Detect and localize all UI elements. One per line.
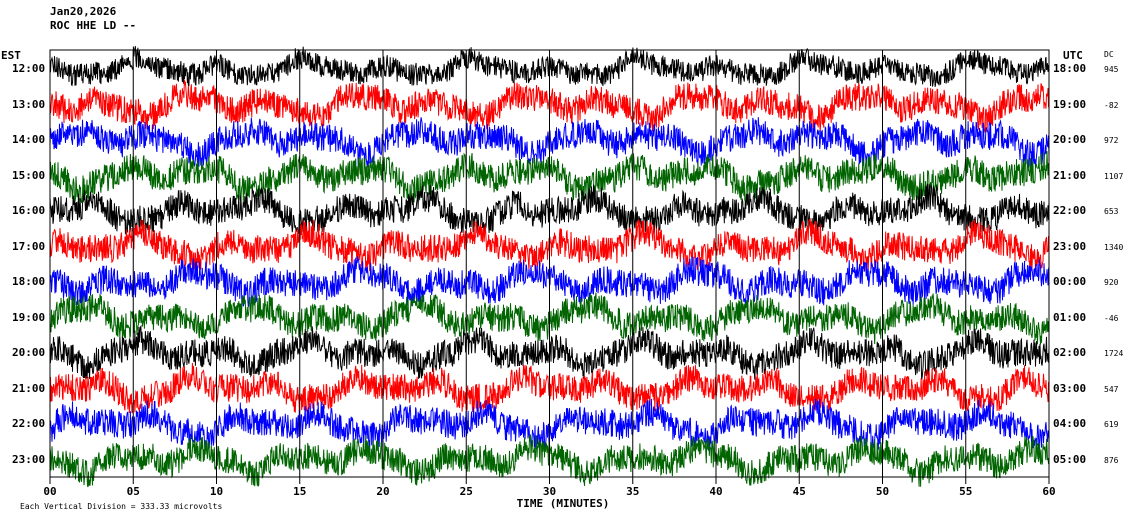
x-tick-label: 30 (542, 485, 557, 498)
dc-value: 1340 (1104, 242, 1124, 252)
est-hour-label: 21:00 (12, 381, 46, 395)
dc-value: 1107 (1104, 171, 1124, 181)
x-tick-label: 40 (709, 485, 723, 498)
station-label: ROC HHE LD -- (50, 19, 137, 32)
est-hour-label: 22:00 (12, 417, 46, 430)
x-tick-label: 55 (959, 485, 973, 498)
utc-hour-label: 03:00 (1053, 381, 1087, 395)
x-tick-label: 45 (792, 485, 806, 498)
est-hour-label: 17:00 (12, 239, 46, 253)
est-hour-label: 14:00 (12, 133, 46, 146)
est-hour-label: 20:00 (12, 346, 46, 359)
utc-hour-label: 00:00 (1053, 275, 1087, 288)
est-hour-label: 19:00 (12, 310, 46, 324)
utc-hour-label: 23:00 (1053, 239, 1087, 253)
dc-header-label: DC (1104, 50, 1114, 59)
date-label: Jan20,2026 (50, 5, 117, 18)
x-tick-label: 00 (43, 485, 57, 498)
utc-hour-label: 01:00 (1053, 310, 1087, 324)
est-hour-label: 12:00 (12, 62, 46, 75)
dc-value: -46 (1104, 313, 1119, 323)
x-tick-label: 60 (1042, 485, 1056, 498)
dc-value: 920 (1104, 278, 1119, 287)
x-tick-label: 50 (875, 485, 890, 498)
utc-hour-label: 19:00 (1053, 97, 1087, 111)
utc-axis-label: UTC (1063, 49, 1083, 62)
dc-value: 945 (1104, 65, 1119, 74)
est-hour-label: 18:00 (12, 275, 46, 288)
dc-value: -82 (1104, 100, 1119, 110)
dc-value: 619 (1104, 420, 1119, 429)
dc-value: 876 (1104, 455, 1119, 465)
est-hour-label: 13:00 (12, 97, 46, 111)
x-axis-label: TIME (MINUTES) (516, 497, 610, 510)
x-tick-label: 20 (376, 485, 390, 498)
scale-note: Each Vertical Division = 333.33 microvol… (20, 502, 223, 511)
dc-value: 972 (1104, 136, 1119, 145)
est-hour-label: 15:00 (12, 168, 46, 182)
est-hour-label: 16:00 (12, 204, 46, 217)
utc-hour-label: 05:00 (1053, 452, 1087, 466)
est-axis-label: EST (1, 49, 21, 62)
x-tick-label: 10 (209, 485, 224, 498)
utc-hour-label: 20:00 (1053, 133, 1087, 146)
dc-value: 1724 (1104, 349, 1124, 358)
utc-hour-label: 21:00 (1053, 168, 1087, 182)
utc-hour-label: 22:00 (1053, 204, 1087, 217)
grid-group (49, 49, 1050, 484)
dc-value: 653 (1104, 207, 1119, 216)
x-tick-label: 35 (626, 485, 640, 498)
x-tick-label: 25 (459, 485, 473, 498)
x-tick-label: 05 (126, 485, 140, 498)
utc-hour-label: 02:00 (1053, 346, 1087, 359)
utc-hour-label: 18:00 (1053, 62, 1087, 75)
utc-hour-label: 04:00 (1053, 417, 1087, 430)
est-hour-label: 23:00 (12, 452, 46, 466)
x-tick-label: 15 (293, 485, 307, 498)
dc-value: 547 (1104, 384, 1119, 394)
